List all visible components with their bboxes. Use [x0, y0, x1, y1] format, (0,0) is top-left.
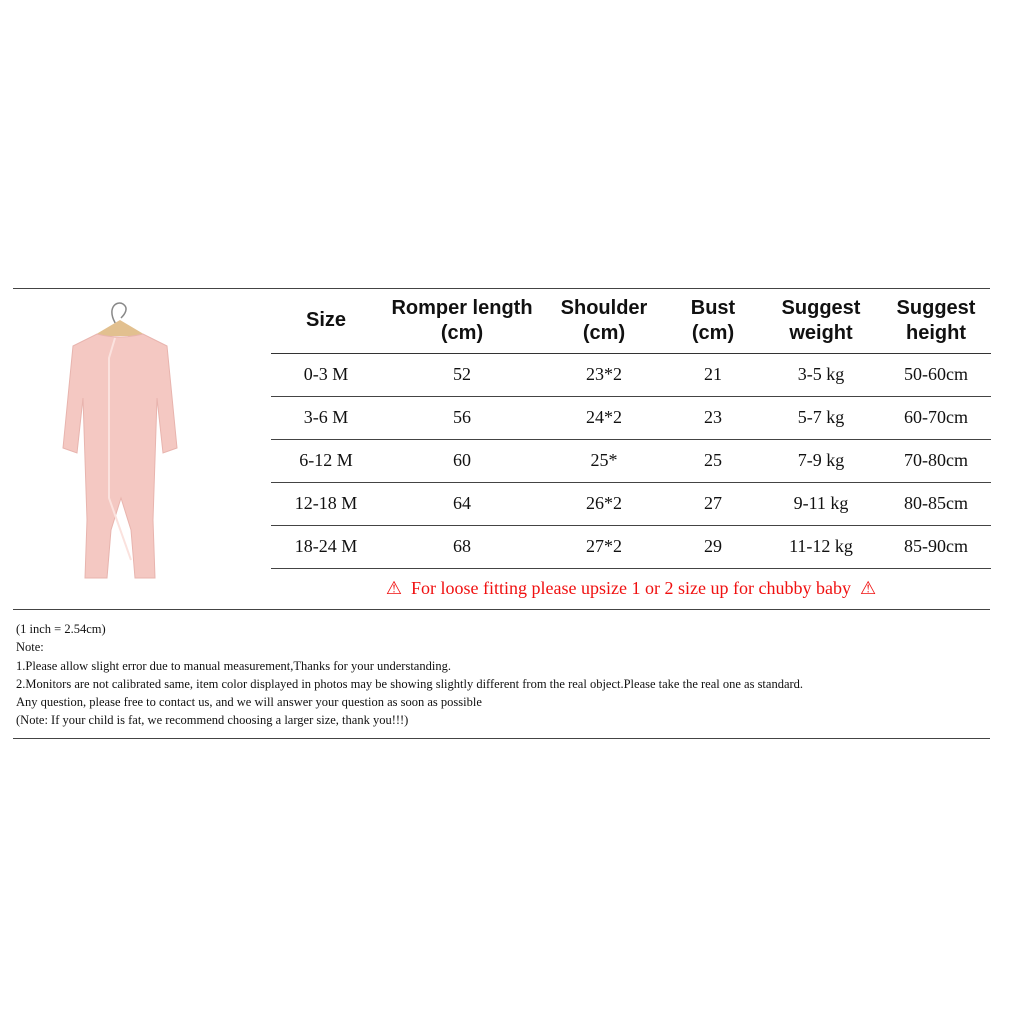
- column-header-line: Suggest: [781, 296, 861, 319]
- table-cell: 25: [665, 439, 761, 483]
- table-cell: 11-12 kg: [761, 525, 881, 569]
- table-cell: 23: [665, 396, 761, 440]
- column-header: Shoulder (cm): [543, 289, 665, 354]
- warning-text: For loose fitting please upsize 1 or 2 s…: [411, 578, 851, 598]
- bottom-divider: [13, 738, 990, 739]
- table-cell: 26*2: [543, 482, 665, 526]
- table-cell: 50-60cm: [881, 353, 991, 397]
- column-header: Suggest weight: [761, 289, 881, 354]
- note-line: 2.Monitors are not calibrated same, item…: [16, 676, 804, 691]
- middle-divider: [13, 609, 990, 610]
- table-cell: 64: [381, 482, 543, 526]
- table-cell: 80-85cm: [881, 482, 991, 526]
- column-header-line: Romper length: [391, 296, 533, 319]
- table-cell: 24*2: [543, 396, 665, 440]
- size-chart-table: Size Romper length (cm) Shoulder (cm) Bust (cm…: [271, 289, 991, 569]
- table-cell: 27*2: [543, 525, 665, 569]
- table-cell: 21: [665, 353, 761, 397]
- top-divider: [13, 288, 990, 289]
- table-cell: 12-18 M: [271, 482, 381, 526]
- note-line: 1.Please allow slight error due to manua…: [16, 658, 451, 673]
- warning-icon: ⚠: [385, 578, 403, 598]
- column-header-line: (cm): [691, 321, 735, 344]
- note-line: Any question, please free to contact us,…: [16, 695, 482, 710]
- table-cell: 52: [381, 353, 543, 397]
- column-header-line: Shoulder: [560, 296, 648, 319]
- column-header-line: weight: [789, 321, 853, 344]
- column-header-line: (cm): [440, 321, 484, 344]
- table-cell: 9-11 kg: [761, 482, 881, 526]
- table-cell: 68: [381, 525, 543, 569]
- table-cell: 56: [381, 396, 543, 440]
- table-cell: 5-7 kg: [761, 396, 881, 440]
- table-cell: 3-5 kg: [761, 353, 881, 397]
- note-line: Note:: [16, 640, 44, 655]
- column-header-line: height: [906, 321, 966, 344]
- table-cell: 3-6 M: [271, 396, 381, 440]
- warning-icon: ⚠: [859, 578, 877, 598]
- notes-section: (1 inch = 2.54cm) Note: 1.Please allow sli…: [16, 620, 803, 730]
- column-header-line: Bust: [690, 296, 736, 319]
- table-row: 18-24 M 68 27*2 29 11-12 kg 85-90cm: [271, 525, 991, 569]
- table-cell: 18-24 M: [271, 525, 381, 569]
- table-cell: 23*2: [543, 353, 665, 397]
- table-row: 6-12 M 60 25* 25 7-9 kg 70-80cm: [271, 439, 991, 483]
- column-header: Suggest height: [881, 289, 991, 354]
- column-header: Size: [271, 289, 381, 354]
- table-row: 12-18 M 64 26*2 27 9-11 kg 80-85cm: [271, 482, 991, 526]
- table-row: 3-6 M 56 24*2 23 5-7 kg 60-70cm: [271, 396, 991, 440]
- table-cell: 60-70cm: [881, 396, 991, 440]
- table-cell: 7-9 kg: [761, 439, 881, 483]
- table-cell: 85-90cm: [881, 525, 991, 569]
- table-cell: 25*: [543, 439, 665, 483]
- table-cell: 60: [381, 439, 543, 483]
- romper-product-image: [62, 302, 178, 579]
- column-header-line: (cm): [582, 321, 626, 344]
- fit-warning: ⚠ For loose fitting please upsize 1 or 2…: [271, 578, 991, 599]
- note-line: (Note: If your child is fat, we recommen…: [16, 713, 409, 728]
- column-header-line: Suggest: [896, 296, 976, 319]
- note-line: (1 inch = 2.54cm): [16, 622, 106, 636]
- table-cell: 0-3 M: [271, 353, 381, 397]
- table-cell: 27: [665, 482, 761, 526]
- table-cell: 70-80cm: [881, 439, 991, 483]
- table-row: 0-3 M 52 23*2 21 3-5 kg 50-60cm: [271, 353, 991, 397]
- table-cell: 6-12 M: [271, 439, 381, 483]
- column-header: Bust (cm): [665, 289, 761, 354]
- table-cell: 29: [665, 525, 761, 569]
- column-header-line: Size: [305, 309, 347, 332]
- column-header: Romper length (cm): [381, 289, 543, 354]
